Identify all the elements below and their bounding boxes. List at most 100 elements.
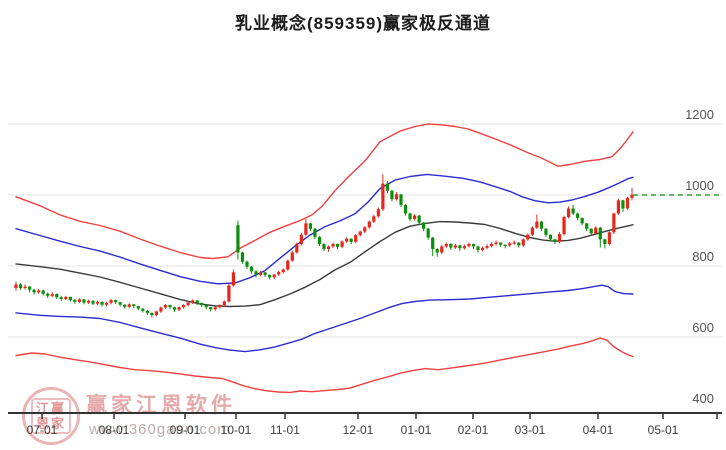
candle [548, 234, 553, 240]
candle [580, 218, 584, 224]
candle [141, 308, 145, 311]
candle [440, 246, 444, 253]
candle [254, 271, 258, 275]
candle [268, 274, 272, 278]
candle [64, 296, 68, 300]
candle [123, 304, 127, 307]
candle [200, 302, 204, 306]
candle [132, 304, 136, 307]
candle [612, 213, 616, 233]
candle [576, 213, 580, 219]
candle [308, 223, 313, 229]
candle [508, 243, 512, 246]
candle [489, 243, 494, 247]
candle [109, 300, 113, 303]
candle [417, 215, 421, 223]
candle [630, 195, 634, 198]
candle [621, 200, 625, 209]
candle [86, 300, 91, 303]
y-axis-label: 1000 [685, 178, 714, 193]
x-axis-tick-label: 12-01 [343, 423, 374, 437]
candle [68, 296, 72, 301]
candle [177, 307, 181, 310]
candle [18, 284, 23, 289]
candle [598, 227, 602, 240]
candle [521, 239, 525, 246]
candle [127, 304, 131, 307]
candle [168, 305, 172, 308]
candle [32, 289, 36, 293]
y-axis-label: 800 [692, 249, 714, 264]
candle [544, 228, 548, 235]
sky-line-red-top [15, 123, 634, 260]
y-axis-label: 600 [692, 320, 714, 335]
candle [317, 236, 322, 244]
ground-line-red-bottom [15, 337, 634, 394]
candle [358, 231, 362, 236]
x-axis-tick-label: 03-01 [515, 423, 546, 437]
candle [277, 272, 281, 275]
candle [462, 246, 467, 249]
candle [163, 305, 168, 308]
candle [172, 307, 177, 310]
candle [159, 307, 163, 312]
candle [186, 302, 190, 306]
candle [227, 285, 231, 302]
candle [349, 238, 353, 242]
candle [249, 266, 254, 272]
y-axis-label: 400 [692, 391, 714, 406]
candle [118, 302, 122, 305]
x-axis-tick-label: 09-01 [170, 423, 201, 437]
candle [41, 290, 45, 294]
x-axis-tick-label: 05-01 [648, 423, 679, 437]
outer-rail-blue-upper [15, 173, 634, 285]
candle [562, 217, 566, 235]
candle [114, 300, 118, 303]
candle [412, 215, 417, 220]
candle [553, 239, 557, 242]
x-axis-tick-label: 02-01 [458, 423, 489, 437]
candle [571, 208, 575, 214]
candle [399, 194, 403, 205]
candle [104, 302, 109, 305]
candle [218, 305, 222, 308]
candle [431, 237, 435, 249]
candle [485, 246, 489, 248]
candle [46, 293, 50, 296]
candle [494, 242, 498, 244]
candle [222, 301, 226, 306]
x-axis-tick-label: 11-01 [270, 423, 300, 437]
x-axis-tick-label: 01-01 [401, 423, 432, 437]
life-line-black-middle [15, 220, 634, 308]
candle [526, 234, 530, 240]
candle [535, 221, 539, 228]
y-axis-label: 1200 [685, 107, 714, 122]
candle [394, 194, 399, 200]
candle [236, 225, 240, 253]
candle [480, 247, 485, 251]
watermark-url-text: www.360gann.com [89, 421, 231, 438]
x-axis-tick-label: 07-01 [27, 423, 58, 437]
candle [335, 243, 340, 247]
candle [340, 241, 344, 247]
candle [603, 239, 607, 244]
candle [59, 297, 63, 300]
candle [517, 242, 521, 246]
candle [367, 221, 371, 228]
inner-rail-blue-lower [15, 284, 634, 353]
candle [453, 245, 457, 248]
candle [204, 305, 208, 308]
candle [449, 243, 453, 248]
candle [50, 294, 54, 296]
candle [27, 286, 32, 290]
candle [136, 306, 140, 309]
x-axis-tick-label: 04-01 [583, 423, 614, 437]
candle [408, 213, 412, 220]
candle [589, 228, 593, 234]
candle [150, 312, 154, 315]
candle [263, 272, 267, 275]
candle [345, 238, 349, 242]
candle [145, 310, 149, 313]
candle [299, 234, 303, 244]
